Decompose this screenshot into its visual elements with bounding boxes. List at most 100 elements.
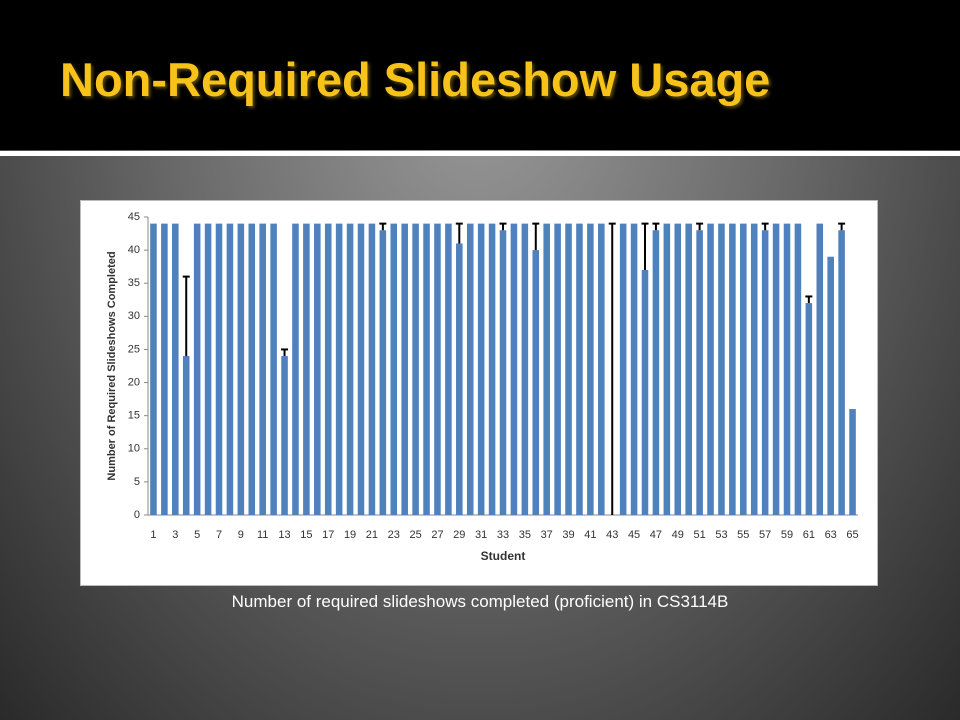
bar: [182, 356, 190, 515]
bar: [630, 223, 638, 515]
x-tick-label: 29: [453, 529, 465, 541]
bar: [783, 223, 791, 515]
caption: Number of required slideshows completed …: [231, 592, 729, 611]
bar: [303, 223, 310, 515]
y-tick-label: 30: [128, 310, 140, 322]
bar: [740, 223, 747, 515]
bar: [521, 223, 529, 515]
y-tick-label: 0: [134, 509, 140, 521]
bar: [565, 223, 572, 515]
bar: [335, 223, 343, 515]
bar: [696, 230, 703, 515]
y-tick-label: 45: [128, 211, 140, 223]
x-tick-label: 47: [650, 529, 662, 541]
y-tick-label: 35: [128, 277, 140, 289]
y-tick-label: 20: [128, 376, 140, 388]
bar: [729, 223, 736, 515]
bar: [838, 230, 845, 515]
x-tick-label: 39: [562, 529, 574, 541]
x-tick-label: 21: [366, 529, 378, 541]
bar: [477, 223, 485, 515]
bar: [259, 223, 266, 515]
x-tick-label: 19: [344, 529, 356, 541]
bar: [718, 223, 725, 515]
bar: [456, 243, 463, 515]
bar: [499, 230, 507, 515]
y-tick-label: 5: [134, 476, 140, 488]
title-band: [0, 0, 960, 150]
x-tick-label: 3: [172, 529, 178, 541]
bar: [598, 223, 605, 515]
x-tick-label: 23: [388, 529, 400, 541]
x-tick-label: 35: [519, 529, 531, 541]
bar: [248, 223, 256, 515]
bar: [674, 223, 682, 515]
y-axis-title: Number of Required Slideshows Completed: [106, 251, 118, 480]
x-tick-label: 37: [541, 529, 553, 541]
x-tick-label: 31: [475, 529, 487, 541]
x-axis-title: Student: [481, 549, 526, 563]
bar: [554, 223, 561, 515]
y-tick-label: 15: [128, 410, 140, 422]
x-tick-label: 41: [584, 529, 596, 541]
bar: [543, 223, 550, 515]
bar: [685, 223, 692, 515]
x-tick-label: 11: [257, 529, 268, 541]
x-tick-label: 49: [672, 529, 684, 541]
bar: [761, 230, 769, 515]
bar: [641, 269, 649, 515]
bar: [434, 223, 441, 515]
bar: [161, 223, 168, 515]
x-tick-label: 17: [322, 529, 334, 541]
x-tick-label: 55: [737, 529, 749, 541]
x-tick-label: 65: [846, 529, 858, 541]
x-tick-label: 15: [300, 529, 312, 541]
bar: [816, 223, 824, 515]
x-tick-label: 1: [150, 529, 156, 541]
bar: [445, 223, 452, 515]
x-tick-label: 9: [238, 529, 244, 541]
x-tick-label: 5: [194, 529, 200, 541]
x-tick-label: 53: [715, 529, 727, 541]
bar: [652, 230, 660, 515]
x-tick-label: 45: [628, 529, 640, 541]
bar: [750, 223, 758, 515]
x-tick-label: 59: [781, 529, 793, 541]
bar: [237, 223, 245, 515]
bar: [772, 223, 780, 515]
bar: [226, 223, 234, 515]
bar: [270, 223, 277, 515]
bar: [379, 230, 387, 515]
bar: [346, 223, 354, 515]
bar: [587, 223, 594, 515]
bar: [412, 223, 419, 515]
x-tick-label: 13: [278, 529, 290, 541]
x-tick-label: 61: [803, 529, 815, 541]
bar: [150, 223, 157, 515]
bar: [215, 223, 223, 515]
bar: [707, 223, 714, 515]
bar: [368, 223, 376, 515]
x-tick-label: 43: [606, 529, 618, 541]
x-tick-label: 7: [216, 529, 222, 541]
bar: [324, 223, 332, 515]
bar: [172, 223, 179, 515]
x-tick-label: 51: [693, 529, 705, 541]
x-tick-label: 57: [759, 529, 771, 541]
x-tick-label: 33: [497, 529, 509, 541]
y-tick-label: 25: [128, 343, 140, 355]
bar: [794, 223, 802, 515]
bar: [193, 223, 201, 515]
x-tick-label: 63: [825, 529, 837, 541]
y-tick-label: 40: [128, 244, 140, 256]
bar: [576, 223, 583, 515]
bar: [805, 303, 813, 515]
bar: [292, 223, 299, 515]
bar: [510, 223, 518, 515]
bar: [466, 223, 474, 515]
bar: [423, 223, 430, 515]
slide-title: Non-Required Slideshow Usage: [60, 53, 771, 106]
y-tick-label: 10: [128, 443, 140, 455]
